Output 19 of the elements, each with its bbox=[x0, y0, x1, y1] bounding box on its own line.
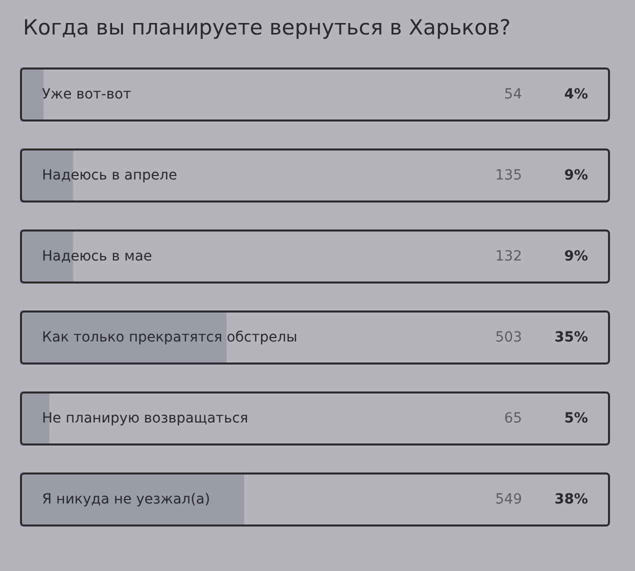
data-label: 5% bbox=[564, 410, 588, 426]
data-label: 9% bbox=[564, 168, 588, 184]
data-label: 35% bbox=[554, 330, 588, 346]
y-tick-label: Я никуда не уезжал(а) bbox=[42, 492, 210, 508]
y-tick-label: Уже вот-вот bbox=[42, 86, 132, 102]
y-tick-label: Не планирую возвращаться bbox=[42, 410, 248, 426]
data-label: 9% bbox=[564, 248, 588, 264]
chart-title: Когда вы планируете вернуться в Харьков? bbox=[23, 16, 511, 40]
text: 135 bbox=[495, 168, 522, 184]
text: 549 bbox=[495, 492, 522, 508]
text: 503 bbox=[495, 330, 522, 346]
text: 132 bbox=[495, 248, 522, 264]
y-tick-label: Как только прекратятся обстрелы bbox=[42, 330, 298, 346]
y-tick-label: Надеюсь в мае bbox=[42, 248, 152, 264]
text: 65 bbox=[504, 410, 522, 426]
data-label: 4% bbox=[564, 86, 588, 102]
data-label: 38% bbox=[554, 492, 588, 508]
text: 54 bbox=[504, 86, 522, 102]
y-tick-label: Надеюсь в апреле bbox=[42, 168, 178, 184]
